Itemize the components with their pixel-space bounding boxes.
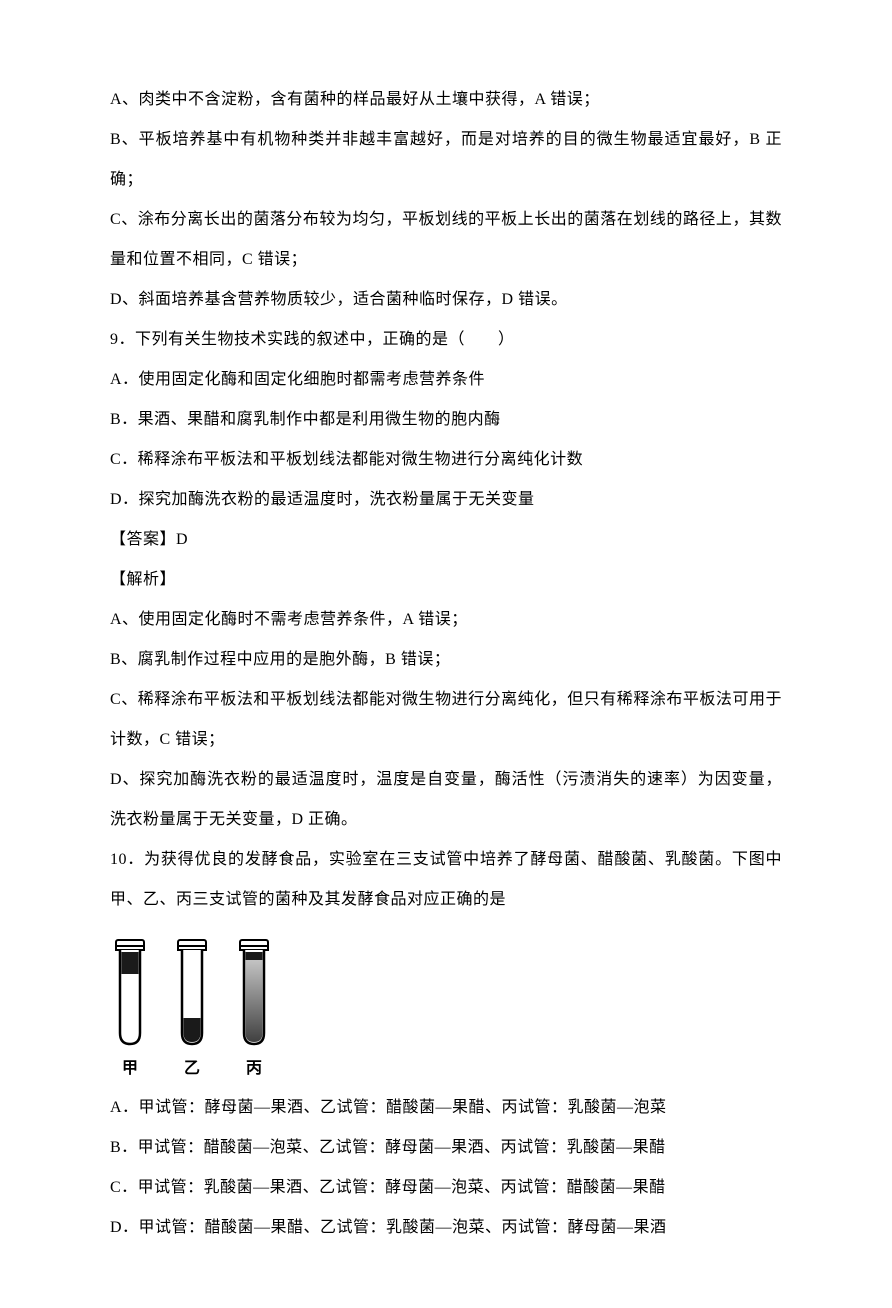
answer-value: D (176, 531, 188, 548)
q9-option-c: C．稀释涂布平板法和平板划线法都能对微生物进行分离纯化计数 (110, 440, 782, 480)
tube-label: 丙 (246, 1054, 262, 1078)
explanation-text: D、探究加酶洗衣粉的最适温度时，温度是自变量，酶活性（污渍消失的速率）为因变量，… (110, 760, 782, 840)
q10-stem: 10．为获得优良的发酵食品，实验室在三支试管中培养了酵母菌、醋酸菌、乳酸菌。下图… (110, 840, 782, 920)
q9-option-a: A．使用固定化酶和固定化细胞时都需考虑营养条件 (110, 360, 782, 400)
explanation-text: B、平板培养基中有机物种类并非越丰富越好，而是对培养的目的微生物最适宜最好，B … (110, 120, 782, 200)
figure-tubes: 甲 乙 (110, 938, 782, 1078)
explanation-text: A、肉类中不含淀粉，含有菌种的样品最好从土壤中获得，A 错误； (110, 80, 782, 120)
test-tube-icon (110, 938, 150, 1048)
tube-bing: 丙 (234, 938, 274, 1078)
tube-yi: 乙 (172, 938, 212, 1078)
q10-option-b: B．甲试管：醋酸菌—泡菜、乙试管：酵母菌—果酒、丙试管：乳酸菌—果醋 (110, 1128, 782, 1168)
q10-option-c: C．甲试管：乳酸菌—果酒、乙试管：酵母菌—泡菜、丙试管：醋酸菌—果醋 (110, 1168, 782, 1208)
q9-stem: 9．下列有关生物技术实践的叙述中，正确的是（ ） (110, 320, 782, 360)
q10-option-d: D．甲试管：醋酸菌—果醋、乙试管：乳酸菌—泡菜、丙试管：酵母菌—果酒 (110, 1208, 782, 1248)
q9-explanation-label: 【解析】 (110, 560, 782, 600)
answer-label: 【答案】 (110, 531, 176, 548)
explanation-text: C、稀释涂布平板法和平板划线法都能对微生物进行分离纯化，但只有稀释涂布平板法可用… (110, 680, 782, 760)
explanation-text: B、腐乳制作过程中应用的是胞外酶，B 错误； (110, 640, 782, 680)
test-tube-icon (172, 938, 212, 1048)
page: A、肉类中不含淀粉，含有菌种的样品最好从土壤中获得，A 错误； B、平板培养基中… (0, 0, 892, 1308)
q10-option-a: A．甲试管：酵母菌—果酒、乙试管：醋酸菌—果醋、丙试管：乳酸菌—泡菜 (110, 1088, 782, 1128)
q9-option-d: D．探究加酶洗衣粉的最适温度时，洗衣粉量属于无关变量 (110, 480, 782, 520)
tube-label: 甲 (122, 1054, 138, 1078)
explanation-text: C、涂布分离长出的菌落分布较为均匀，平板划线的平板上长出的菌落在划线的路径上，其… (110, 200, 782, 280)
explanation-text: A、使用固定化酶时不需考虑营养条件，A 错误； (110, 600, 782, 640)
q9-option-b: B．果酒、果醋和腐乳制作中都是利用微生物的胞内酶 (110, 400, 782, 440)
tube-label: 乙 (184, 1054, 200, 1078)
test-tube-icon (234, 938, 274, 1048)
q9-answer: 【答案】D (110, 520, 782, 560)
explanation-text: D、斜面培养基含营养物质较少，适合菌种临时保存，D 错误。 (110, 280, 782, 320)
tube-jia: 甲 (110, 938, 150, 1078)
